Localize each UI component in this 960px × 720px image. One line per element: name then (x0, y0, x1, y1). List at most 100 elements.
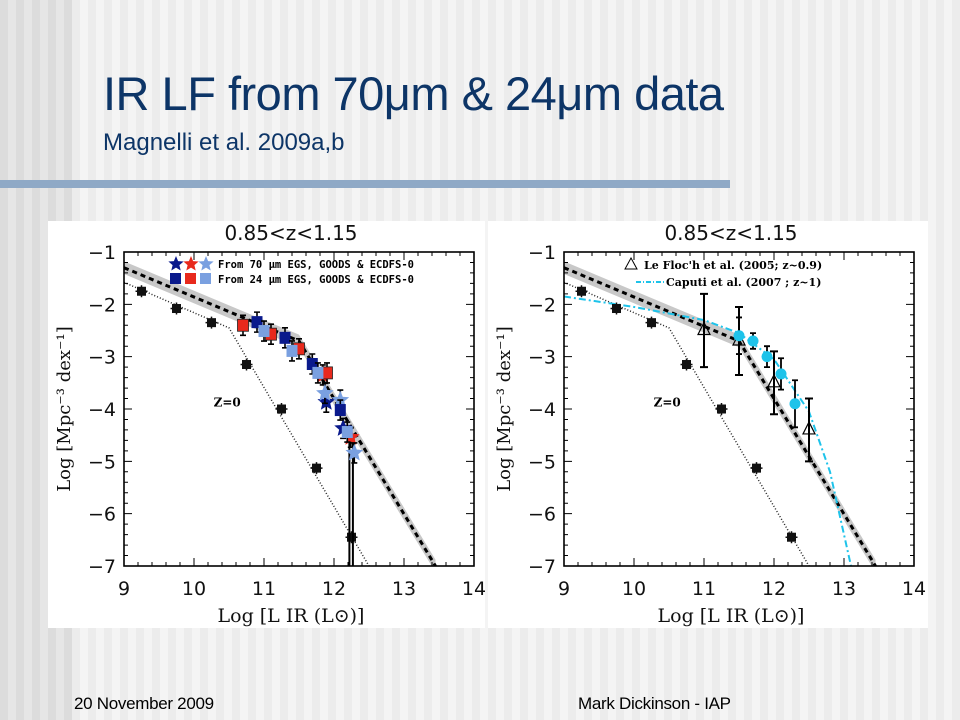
y-tick-label: −4 (528, 399, 556, 421)
caputi-point (733, 330, 745, 342)
z0-point-cross (240, 358, 253, 371)
z0-point-cross (310, 462, 323, 475)
slide-title: IR LF from 70μm & 24μm data (103, 67, 724, 120)
y-tick-label: −3 (528, 347, 556, 369)
caputi-point (775, 368, 787, 380)
y-tick-label: −4 (88, 399, 116, 421)
footer-author: Mark Dickinson - IAP (578, 694, 731, 713)
x-tick-label: 11 (252, 578, 276, 600)
square-marker (251, 316, 263, 329)
caputi-point (761, 351, 773, 363)
z0-point-cross (205, 316, 218, 329)
chart-title: 0.85<z<1.15 (664, 221, 797, 245)
square-marker (306, 357, 318, 370)
title-divider (0, 180, 730, 188)
lefloch-triangle (802, 420, 816, 435)
fit-line (564, 266, 877, 566)
plot-frame (563, 251, 915, 567)
legend-square-marker (170, 273, 181, 284)
y-tick-label: −2 (88, 294, 116, 316)
lf-chart-comparison: 0.85<z<1.15 Z=0 9 10 11 12 13 14 −1 −2 −3 −4 −5 −6 −7 L… (494, 221, 926, 627)
square-marker (312, 366, 324, 379)
lefloch-error-bar (770, 350, 778, 416)
lefloch-triangle (697, 321, 711, 336)
z0-curve (124, 281, 370, 566)
legend: From 70 μm EGS, GOODS & ECDFS-0 From 24 μ… (168, 256, 414, 286)
fit-line (124, 266, 437, 566)
lefloch-triangle (767, 373, 781, 388)
y-tick-label: −3 (88, 347, 116, 369)
x-tick-label: 9 (118, 578, 130, 600)
z0-point-cross (715, 403, 728, 415)
x-axis-label: Log [L IR (L⊙)] (658, 605, 805, 627)
y-tick-label: −5 (88, 451, 116, 473)
square-marker (258, 325, 270, 338)
x-axis-label: Log [L IR (L⊙)] (218, 605, 365, 627)
y-axis-label: Log [Mpc⁻³ dex⁻¹] (494, 326, 515, 492)
lf-chart-70-24um: 0.85<z<1.15 Z=0 9 10 11 12 13 14 −1 −2 −3 −4 −5 −6 −7 L… (54, 221, 485, 627)
legend-triangle-marker (624, 256, 638, 270)
x-tick-label: 11 (692, 578, 716, 600)
y-axis-label: Log [Mpc⁻³ dex⁻¹] (54, 326, 75, 492)
z0-point-cross (275, 403, 288, 415)
legend-entry-24um: From 24 μm EGS, GOODS & ECDFS-0 (218, 274, 414, 286)
square-marker (279, 331, 291, 344)
y-tick-label: −5 (528, 451, 556, 473)
z0-label: Z=0 (654, 395, 681, 409)
z0-point-cross (680, 358, 693, 371)
star-marker (316, 383, 334, 401)
legend-star-marker (198, 256, 214, 271)
z0-label: Z=0 (214, 395, 241, 409)
y-tick-label: −7 (528, 556, 556, 578)
z0-point-cross (170, 302, 183, 315)
legend-entry-caputi: Caputi et al. (2007 ; z~1) (666, 276, 821, 289)
y-tick-label: −2 (528, 294, 556, 316)
caputi-point (747, 335, 759, 347)
plot-frame (123, 251, 475, 567)
chart-panel-right: 0.85<z<1.15 Z=0 9 10 11 12 13 14 −1 −2 −3 −4 −5 −6 −7 L… (488, 221, 928, 628)
y-tick-label: −1 (528, 242, 556, 264)
plot-area (564, 261, 877, 566)
lefloch-error-bar (700, 292, 708, 369)
square-marker (237, 318, 249, 332)
x-tick-label: 12 (762, 578, 786, 600)
y-tick-label: −7 (88, 556, 116, 578)
chart-title: 0.85<z<1.15 (224, 221, 357, 245)
footer-date: 20 November 2009 (74, 694, 214, 713)
star-marker (345, 443, 364, 461)
square-marker (341, 426, 353, 439)
x-tick-label: 13 (832, 578, 856, 600)
legend-star-marker (168, 256, 184, 271)
slide-subtitle: Magnelli et al. 2009a,b (103, 129, 345, 156)
legend-entry-70um: From 70 μm EGS, GOODS & ECDFS-0 (218, 259, 414, 271)
z0-point-cross (785, 531, 798, 544)
x-tick-label: 9 (558, 578, 570, 600)
caputi-point (789, 398, 801, 410)
x-tick-label: 12 (322, 578, 346, 600)
z0-point-cross (645, 316, 658, 329)
lefloch-error-bar (805, 397, 813, 463)
caputi-curve (564, 295, 852, 566)
x-tick-label: 13 (392, 578, 416, 600)
y-tick-label: −6 (88, 504, 116, 526)
y-tick-label: −1 (88, 242, 116, 264)
z0-point-cross (135, 285, 148, 298)
z0-point-cross (575, 285, 588, 298)
x-tick-label: 14 (902, 578, 926, 600)
x-tick-label: 14 (462, 578, 485, 600)
legend: Le Floc'h et al. (2005; z~0.9) Caputi et … (624, 256, 822, 289)
z0-point-cross (750, 462, 763, 475)
z0-curve (564, 281, 810, 566)
upper-limit-error-bars (348, 440, 354, 566)
legend-star-marker (183, 256, 199, 271)
x-tick-label: 10 (182, 578, 206, 600)
z0-point-cross (345, 531, 358, 544)
plot-area (124, 261, 437, 566)
chart-panel-left: 0.85<z<1.15 Z=0 9 10 11 12 13 14 −1 −2 −3 −4 −5 −6 −7 L… (48, 221, 485, 628)
legend-entry-lefloch: Le Floc'h et al. (2005; z~0.9) (644, 259, 822, 272)
square-marker (334, 404, 346, 417)
legend-square-marker (185, 273, 196, 284)
z0-point-cross (610, 302, 623, 315)
legend-square-marker (200, 273, 211, 284)
y-tick-label: −6 (528, 504, 556, 526)
